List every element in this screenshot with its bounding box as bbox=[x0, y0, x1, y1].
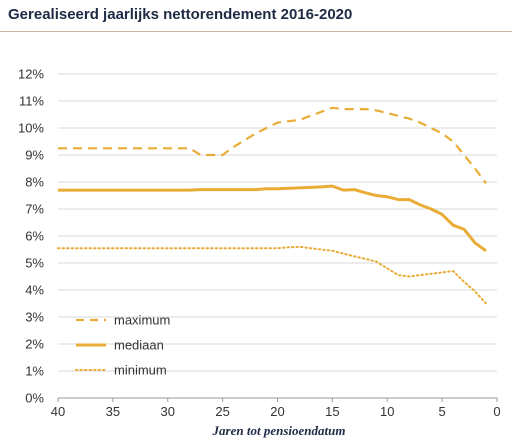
y-tick-label: 11% bbox=[19, 94, 44, 109]
series-lines bbox=[57, 106, 487, 305]
y-tick-label: 6% bbox=[25, 229, 44, 244]
series-line-mediaan bbox=[58, 184, 487, 253]
x-tick-label: 20 bbox=[270, 404, 284, 419]
x-tick-label: 0 bbox=[493, 404, 500, 419]
x-axis-ticks: 40 35 30 25 20 15 10 5 0 bbox=[51, 398, 501, 419]
series-line-maximum bbox=[58, 106, 487, 184]
y-axis-ticks: 0% 1% 2% 3% 4% 5% 6% 7% 8% 9% 10% 11% 12% bbox=[18, 67, 44, 406]
y-tick-label: 3% bbox=[25, 310, 44, 325]
legend-label-maximum: maximum bbox=[114, 313, 170, 328]
x-tick-label: 10 bbox=[380, 404, 394, 419]
x-tick-label: 15 bbox=[325, 404, 339, 419]
y-tick-label: 0% bbox=[25, 391, 44, 406]
x-tick-label: 30 bbox=[161, 404, 175, 419]
y-tick-label: 7% bbox=[25, 202, 44, 217]
legend: maximum mediaan minimum bbox=[75, 313, 170, 378]
x-tick-label: 40 bbox=[51, 404, 65, 419]
y-tick-label: 12% bbox=[18, 67, 44, 82]
x-tick-label: 25 bbox=[215, 404, 229, 419]
y-tick-label: 9% bbox=[25, 148, 44, 163]
y-tick-label: 4% bbox=[25, 283, 44, 298]
series-line-minimum bbox=[57, 245, 487, 305]
x-tick-label: 5 bbox=[439, 404, 446, 419]
y-tick-label: 5% bbox=[25, 256, 44, 271]
y-tick-label: 10% bbox=[18, 121, 44, 136]
y-tick-label: 1% bbox=[25, 364, 44, 379]
gridlines bbox=[58, 73, 497, 399]
title-divider bbox=[0, 31, 512, 32]
legend-label-mediaan: mediaan bbox=[114, 338, 164, 353]
x-tick-label: 35 bbox=[106, 404, 120, 419]
chart-title: Gerealiseerd jaarlijks nettorendement 20… bbox=[8, 6, 353, 23]
legend-label-minimum: minimum bbox=[114, 363, 167, 378]
y-tick-label: 2% bbox=[25, 337, 44, 352]
x-axis-label: Jaren tot pensioendatum bbox=[212, 423, 346, 438]
y-tick-label: 8% bbox=[25, 175, 44, 190]
